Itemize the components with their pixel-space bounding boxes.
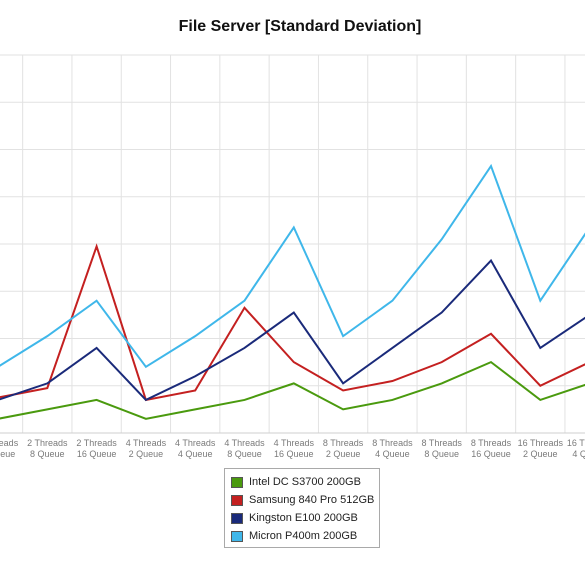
x-tick-label: 4 Threads	[126, 438, 167, 448]
x-tick-label: 8 Queue	[424, 449, 459, 459]
x-tick-label: 2 Threads	[27, 438, 68, 448]
legend-item-samsung: Samsung 840 Pro 512GB	[231, 491, 379, 509]
legend-swatch	[231, 530, 243, 542]
series-line	[0, 258, 585, 402]
x-tick-label: 4 Threads	[175, 438, 216, 448]
legend-label: Samsung 840 Pro 512GB	[249, 494, 375, 506]
legend-swatch	[231, 494, 243, 506]
x-tick-label: 8 Threads	[422, 438, 463, 448]
x-tick-label: 4 Queue	[178, 449, 213, 459]
legend-item-intel: Intel DC S3700 200GB	[231, 473, 379, 491]
series-line	[0, 243, 585, 402]
legend-item-micron: Micron P400m 200GB	[231, 527, 379, 545]
legend: Intel DC S3700 200GB Samsung 840 Pro 512…	[224, 468, 380, 548]
legend-item-kingston: Kingston E100 200GB	[231, 509, 379, 527]
x-tick-label: 2 Threads	[0, 438, 19, 448]
series-lines	[0, 163, 585, 420]
x-tick-label: 16 Threads	[518, 438, 564, 448]
x-tick-label: 4 Queue	[572, 449, 585, 459]
legend-label: Intel DC S3700 200GB	[249, 476, 361, 488]
x-tick-label: 2 Queue	[326, 449, 361, 459]
legend-swatch	[231, 476, 243, 488]
legend-label: Micron P400m 200GB	[249, 530, 358, 542]
x-tick-label: 8 Queue	[30, 449, 65, 459]
x-tick-label: 1 Queue	[0, 449, 15, 459]
x-tick-label: 4 Threads	[224, 438, 265, 448]
x-tick-label: 8 Threads	[372, 438, 413, 448]
legend-label: Kingston E100 200GB	[249, 512, 358, 524]
x-tick-label: 2 Queue	[129, 449, 164, 459]
chart-grid	[0, 54, 585, 434]
x-tick-label: 16 Queue	[274, 449, 314, 459]
series-line	[0, 163, 585, 369]
x-tick-label: 16 Queue	[77, 449, 117, 459]
chart-title: File Server [Standard Deviation]	[178, 18, 422, 35]
series-line	[0, 360, 585, 420]
x-tick-label: 2 Threads	[76, 438, 117, 448]
x-tick-label: 8 Threads	[471, 438, 512, 448]
x-tick-label: 8 Threads	[323, 438, 364, 448]
x-tick-label: 16 Threads	[567, 438, 585, 448]
x-tick-label: 4 Threads	[274, 438, 315, 448]
x-tick-label: 8 Queue	[227, 449, 262, 459]
legend-swatch	[231, 512, 243, 524]
x-tick-label: 2 Queue	[523, 449, 558, 459]
x-tick-label: 4 Queue	[375, 449, 410, 459]
x-tick-label: 16 Queue	[471, 449, 511, 459]
